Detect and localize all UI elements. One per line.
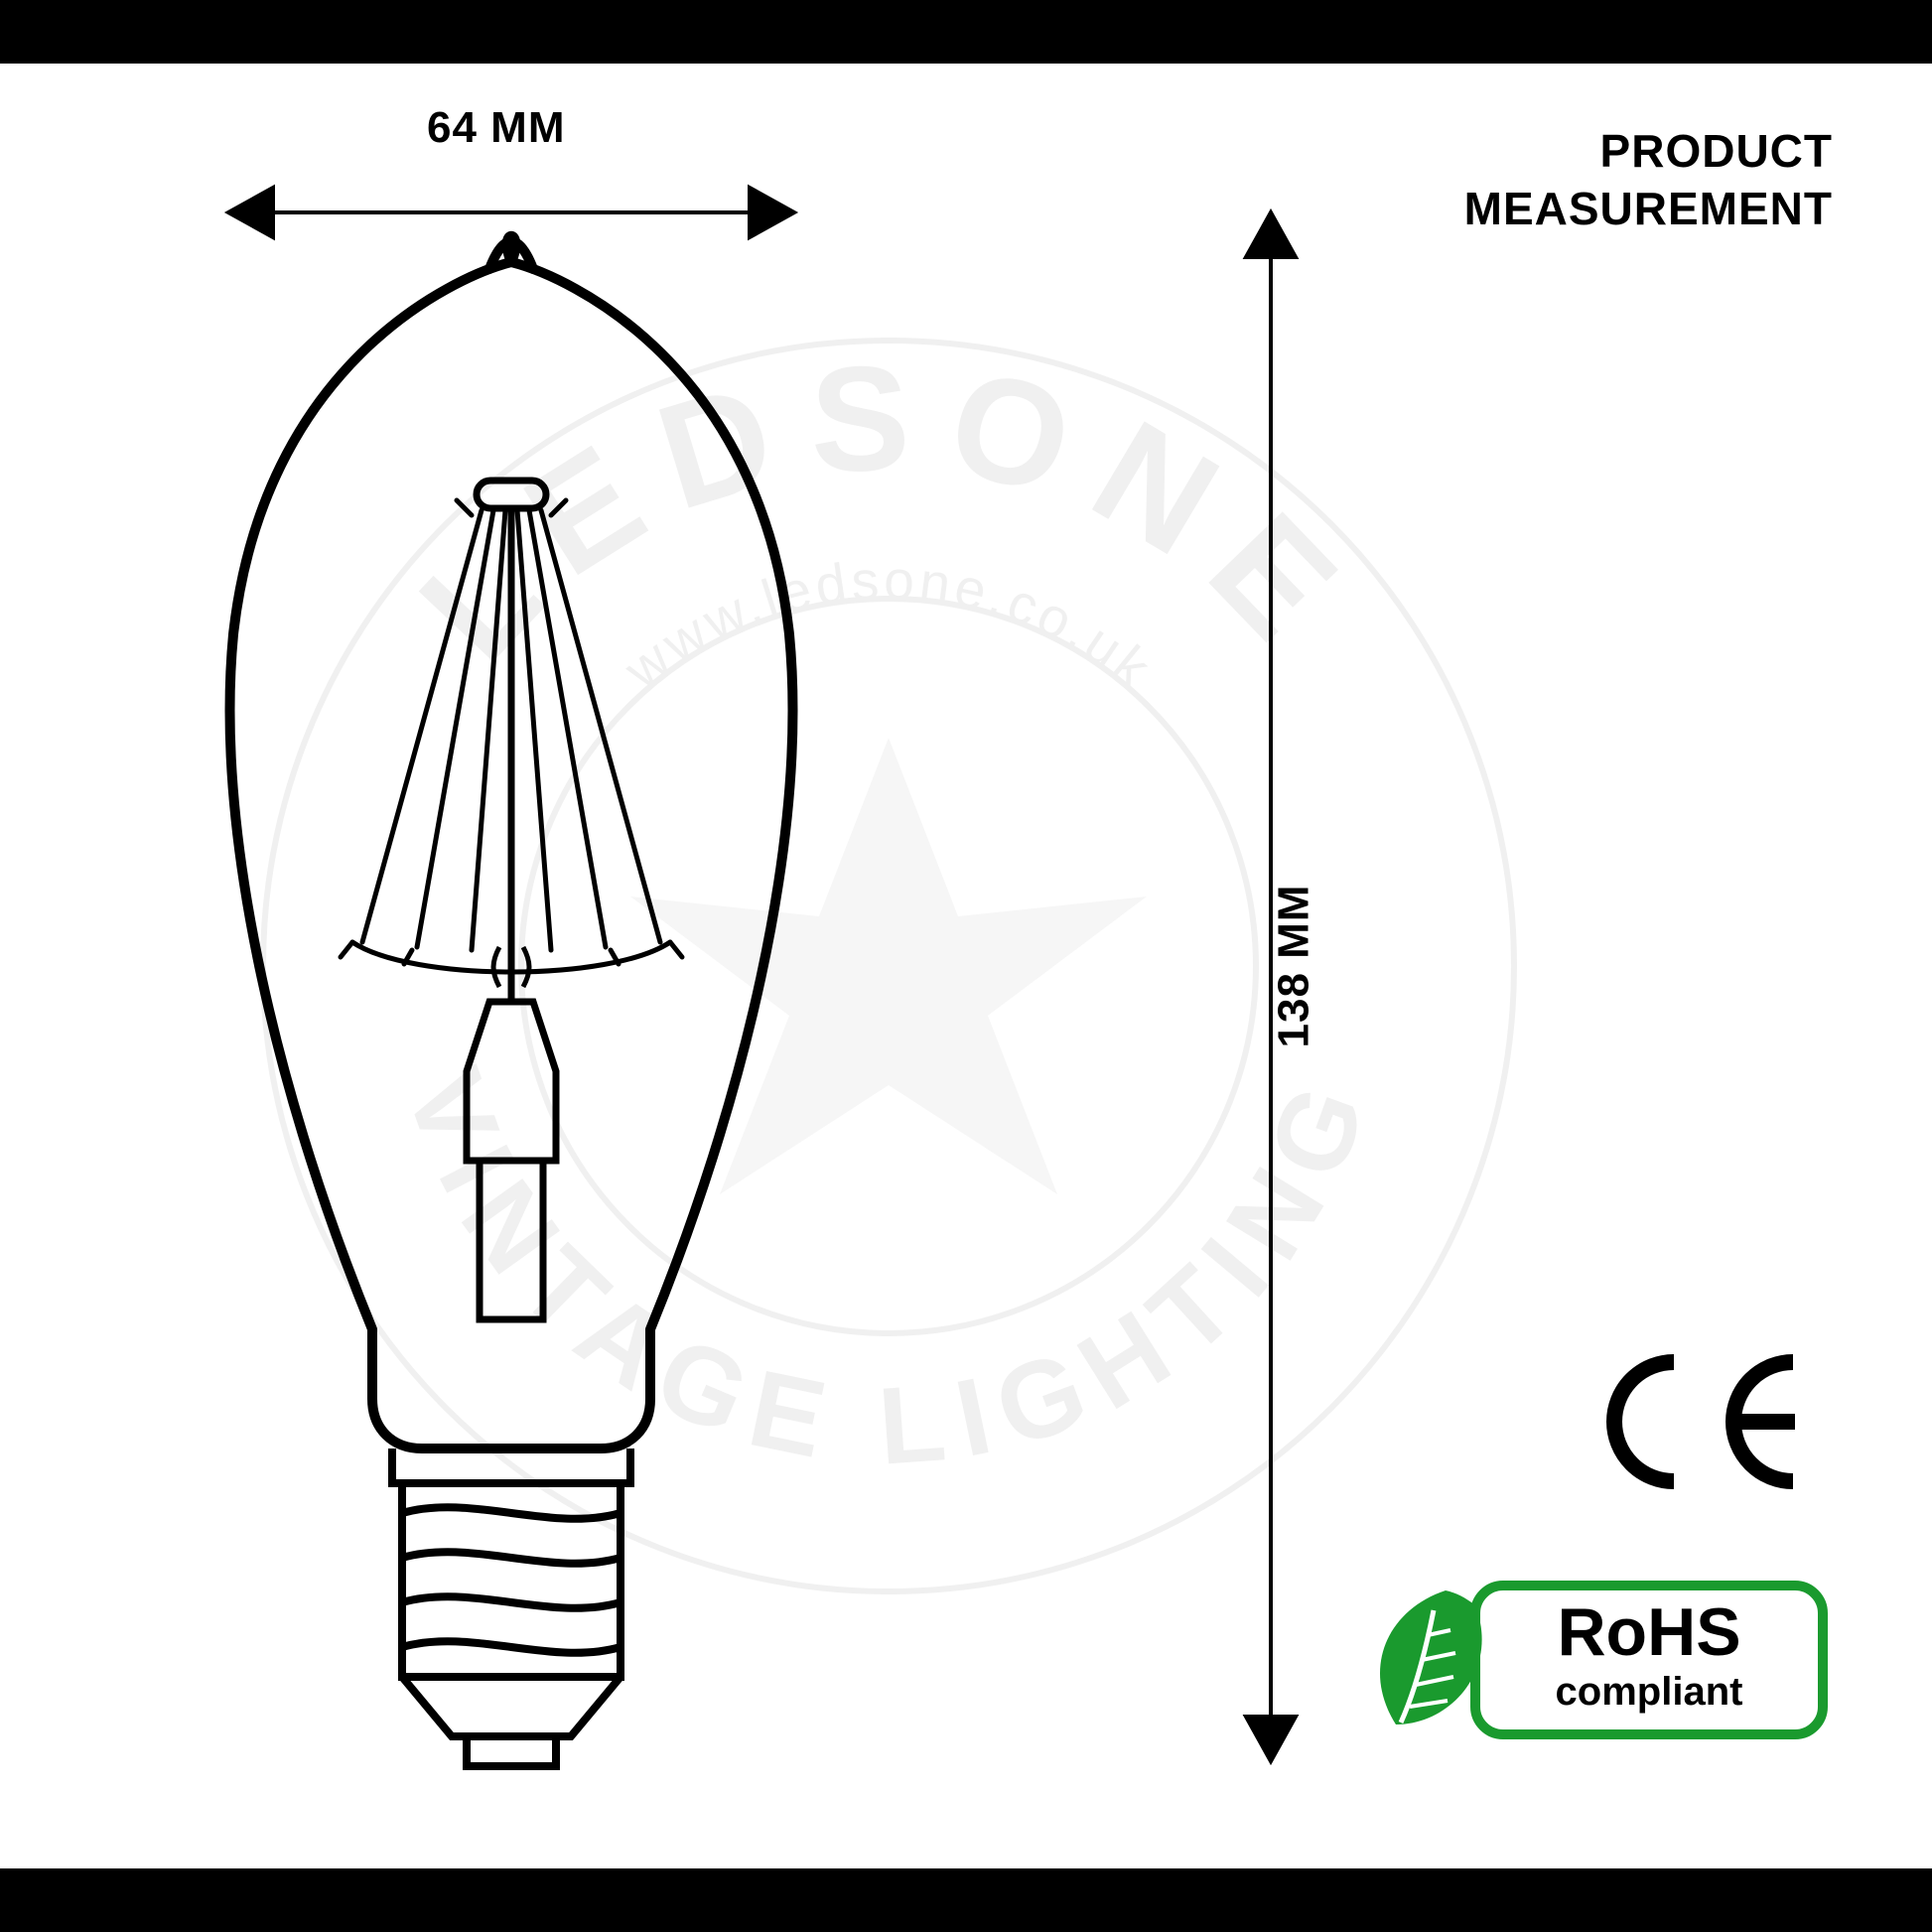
rohs-badge: RoHS compliant bbox=[1356, 1576, 1833, 1749]
width-arrow bbox=[228, 188, 794, 237]
content-area: LEDSONE VINTAGE LIGHTING www.ledsone.co.… bbox=[0, 64, 1932, 1868]
ce-mark-icon bbox=[1585, 1342, 1813, 1531]
rohs-text-sub: compliant bbox=[1556, 1670, 1743, 1714]
bulb-drawing bbox=[230, 236, 793, 1766]
diagram-frame: LEDSONE VINTAGE LIGHTING www.ledsone.co.… bbox=[0, 0, 1932, 1932]
bulb-stem bbox=[467, 481, 556, 1319]
bulb-screw-base bbox=[392, 1449, 630, 1766]
rohs-text-main: RoHS bbox=[1557, 1594, 1740, 1670]
top-bar bbox=[0, 0, 1932, 64]
leaf-icon bbox=[1380, 1590, 1482, 1725]
height-arrow bbox=[1246, 212, 1296, 1761]
bottom-bar bbox=[0, 1868, 1932, 1932]
